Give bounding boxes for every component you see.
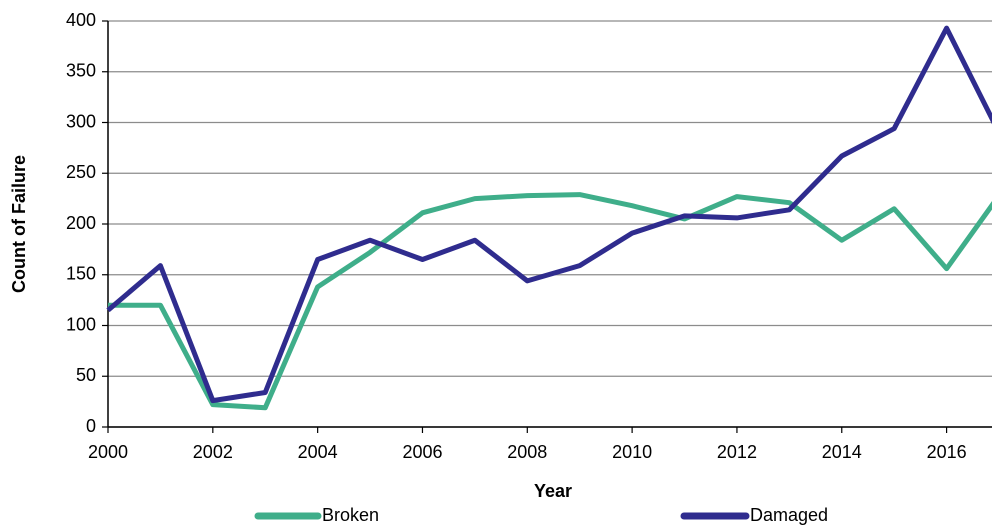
y-axis-label: Count of Failure bbox=[9, 155, 29, 293]
x-tick-label: 2004 bbox=[298, 442, 338, 462]
x-tick-label: 2002 bbox=[193, 442, 233, 462]
y-tick-label: 300 bbox=[66, 111, 96, 131]
y-tick-label: 250 bbox=[66, 162, 96, 182]
y-tick-label: 50 bbox=[76, 365, 96, 385]
legend-label: Damaged bbox=[750, 505, 828, 525]
x-tick-label: 2000 bbox=[88, 442, 128, 462]
y-tick-label: 200 bbox=[66, 213, 96, 233]
legend-label: Broken bbox=[322, 505, 379, 525]
x-tick-label: 2016 bbox=[927, 442, 967, 462]
x-axis-label: Year bbox=[534, 481, 572, 501]
x-tick-label: 2010 bbox=[612, 442, 652, 462]
y-tick-label: 150 bbox=[66, 264, 96, 284]
y-tick-label: 350 bbox=[66, 61, 96, 81]
x-tick-label: 2006 bbox=[402, 442, 442, 462]
x-tick-label: 2014 bbox=[822, 442, 862, 462]
x-tick-label: 2008 bbox=[507, 442, 547, 462]
data-line bbox=[106, 25, 992, 404]
x-tick-label: 2012 bbox=[717, 442, 757, 462]
y-tick-label: 0 bbox=[86, 416, 96, 436]
y-tick-label: 400 bbox=[66, 10, 96, 30]
data-line bbox=[108, 192, 992, 411]
y-tick-label: 100 bbox=[66, 314, 96, 334]
